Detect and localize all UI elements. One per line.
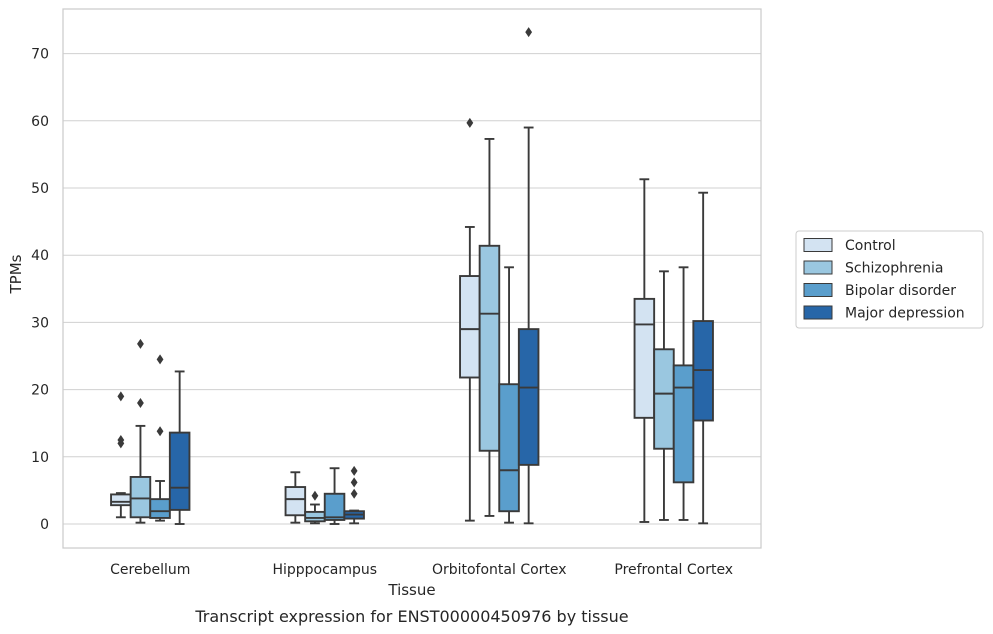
- gridlines: [63, 53, 761, 525]
- box-iqr: [653, 348, 675, 450]
- outlier-point: [466, 117, 474, 128]
- legend-label: Major depression: [845, 306, 965, 322]
- box-group: [168, 370, 191, 525]
- box-iqr: [498, 383, 520, 513]
- box-group: [478, 137, 501, 517]
- box-iqr: [168, 431, 191, 511]
- outlier-point: [350, 488, 358, 499]
- box-iqr: [110, 493, 132, 507]
- legend-frame: [795, 230, 984, 329]
- x-axis-title: Tissue: [387, 581, 435, 599]
- chart-caption: Transcript expression for ENST0000045097…: [194, 607, 628, 626]
- box-iqr: [323, 492, 346, 521]
- box-iqr: [672, 364, 695, 484]
- legend-swatch: [803, 260, 833, 275]
- box-group: [517, 27, 540, 525]
- legend-label: Control: [845, 238, 896, 254]
- box-group: [343, 465, 365, 525]
- y-tick-label: 60: [31, 114, 49, 130]
- y-tick-label: 0: [40, 517, 49, 533]
- legend-label: Schizophrenia: [845, 261, 943, 277]
- box-group: [149, 354, 171, 522]
- outlier-point: [350, 465, 358, 476]
- box-group: [304, 490, 326, 525]
- legend-swatch: [803, 238, 833, 252]
- box-group: [459, 117, 481, 522]
- box-group: [284, 471, 307, 524]
- box-iqr: [478, 244, 501, 452]
- y-tick-label: 70: [31, 47, 49, 63]
- outlier-point: [117, 435, 125, 445]
- outlier-point: [311, 490, 319, 501]
- box-iqr: [284, 486, 307, 517]
- plot-frame: [62, 8, 762, 549]
- box-iqr: [149, 498, 171, 519]
- box-series: [110, 27, 714, 525]
- y-tick-label: 50: [31, 181, 49, 197]
- legend-label: Bipolar disorder: [845, 283, 956, 299]
- legend-swatch: [803, 305, 833, 320]
- outlier-point: [137, 338, 144, 349]
- box-iqr: [304, 510, 326, 523]
- box-iqr: [633, 297, 656, 419]
- x-tick-label: Prefrontal Cortex: [614, 562, 733, 578]
- outlier-point: [350, 477, 358, 488]
- legend: Control Schizophrenia Bipolar disorder Majo…: [795, 230, 984, 329]
- y-axis-title: TPMs: [7, 254, 25, 294]
- box-group: [653, 270, 675, 521]
- x-tick-label: Hipppocampus: [272, 562, 377, 578]
- y-tick-label: 10: [31, 450, 49, 466]
- outlier-point: [525, 27, 533, 38]
- x-tick-label: Orbitofontal Cortex: [432, 562, 567, 578]
- y-tick-label: 30: [31, 315, 49, 331]
- box-group: [692, 191, 714, 525]
- box-group: [498, 266, 520, 524]
- y-tick-label: 20: [31, 383, 49, 399]
- legend-swatch: [803, 283, 833, 297]
- legend-items: Control Schizophrenia Bipolar disorder Majo…: [803, 238, 965, 322]
- outlier-point: [156, 426, 164, 437]
- box-group: [110, 391, 132, 519]
- box-iqr: [129, 476, 152, 519]
- box-iqr: [459, 275, 481, 379]
- box-group: [633, 178, 656, 523]
- box-group: [323, 467, 346, 525]
- y-tick-label: 40: [31, 248, 49, 264]
- box-group: [672, 266, 695, 521]
- x-tick-labels: Cerebellum Hipppocampus Orbitofontal Corte…: [110, 562, 733, 578]
- outlier-point: [117, 391, 125, 402]
- y-tick-labels: 0 10 20 30 40 50 60 70: [31, 47, 49, 533]
- box-group: [129, 338, 152, 524]
- outlier-point: [137, 398, 144, 409]
- x-tick-label: Cerebellum: [110, 562, 190, 578]
- box-iqr: [517, 328, 540, 466]
- outlier-point: [156, 354, 164, 365]
